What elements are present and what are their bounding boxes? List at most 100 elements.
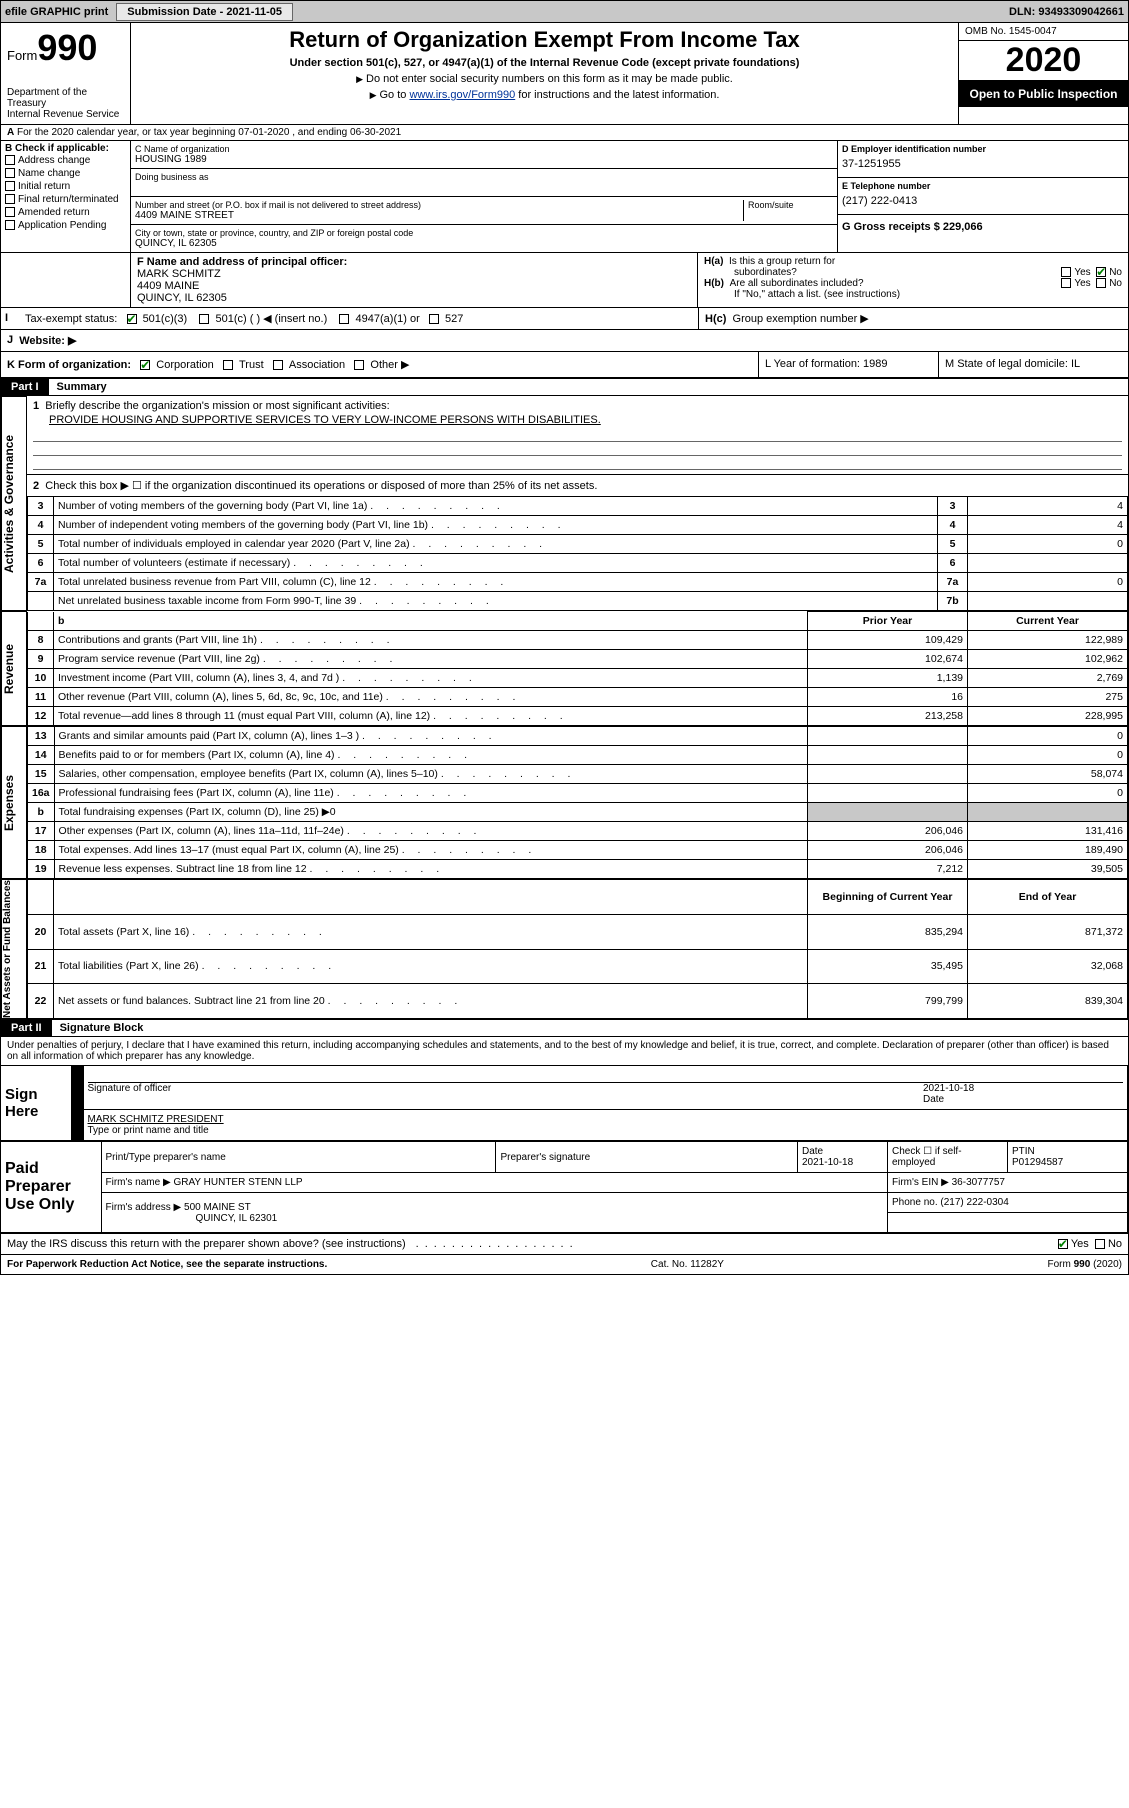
opt-501c3[interactable]: 501(c)(3): [143, 313, 188, 325]
governance-table: 3Number of voting members of the governi…: [27, 496, 1128, 611]
section-bcde: B Check if applicable: Address change Na…: [1, 141, 1128, 253]
ha2-text: subordinates?: [704, 267, 797, 278]
opt-527[interactable]: 527: [445, 313, 463, 325]
k-corp[interactable]: Corporation: [156, 359, 213, 371]
hb-yes[interactable]: Yes: [1074, 278, 1090, 289]
street-label: Number and street (or P.O. box if mail i…: [135, 200, 743, 210]
form-subtitle: Under section 501(c), 527, or 4947(a)(1)…: [135, 57, 954, 69]
mission-text: PROVIDE HOUSING AND SUPPORTIVE SERVICES …: [33, 412, 1122, 428]
perjury-text: Under penalties of perjury, I declare th…: [1, 1037, 1128, 1065]
officer-addr1: 4409 MAINE: [137, 280, 691, 292]
section-j: J Website: ▶: [1, 330, 1128, 352]
state-domicile: M State of legal domicile: IL: [938, 352, 1128, 377]
officer-print-name: MARK SCHMITZ PRESIDENT: [88, 1114, 1124, 1125]
tax-year: 2020: [959, 41, 1128, 81]
k-assoc[interactable]: Association: [289, 359, 345, 371]
col-b: B Check if applicable: Address change Na…: [1, 141, 131, 252]
discuss-yes[interactable]: Yes: [1071, 1238, 1089, 1250]
discuss-row: May the IRS discuss this return with the…: [1, 1233, 1128, 1254]
chk-pending[interactable]: Application Pending: [18, 220, 106, 231]
governance-section: Activities & Governance 1 Briefly descri…: [1, 396, 1128, 611]
line-a: A For the 2020 calendar year, or tax yea…: [1, 125, 1128, 141]
part1-header: Part I Summary: [1, 378, 1128, 396]
self-employed[interactable]: Check ☐ if self-employed: [888, 1142, 1008, 1173]
form-word: Form: [7, 48, 37, 63]
expenses-table: 13Grants and similar amounts paid (Part …: [27, 726, 1128, 879]
submission-date-button[interactable]: Submission Date - 2021-11-05: [116, 3, 293, 21]
firm-addr2: QUINCY, IL 62301: [106, 1213, 278, 1224]
chk-initial[interactable]: Initial return: [18, 181, 70, 192]
ein-label: D Employer identification number: [842, 144, 1124, 154]
form-number: Form990: [7, 27, 124, 69]
ha-no[interactable]: No: [1109, 267, 1122, 278]
irs-link[interactable]: www.irs.gov/Form990: [409, 89, 515, 101]
paid-preparer-label: Paid Preparer Use Only: [1, 1142, 101, 1233]
discuss-no[interactable]: No: [1108, 1238, 1122, 1250]
org-name: HOUSING 1989: [135, 154, 833, 165]
preparer-sig-hdr: Preparer's signature: [496, 1142, 798, 1173]
date-label: Date: [923, 1094, 944, 1105]
city-label: City or town, state or province, country…: [135, 228, 833, 238]
chk-amended[interactable]: Amended return: [18, 207, 90, 218]
dept-treasury: Department of the Treasury Internal Reve…: [7, 87, 124, 120]
gross-receipts: G Gross receipts $ 229,066: [842, 221, 983, 233]
note-ssn: Do not enter social security numbers on …: [135, 73, 954, 85]
firm-label: Firm's name ▶: [106, 1177, 171, 1188]
h-note: If "No," attach a list. (see instruction…: [704, 289, 1122, 300]
ptin: P01294587: [1012, 1157, 1063, 1168]
firm-phone: (217) 222-0304: [940, 1197, 1008, 1208]
firm-phone-label: Phone no.: [892, 1197, 938, 1208]
note-link: Go to www.irs.gov/Form990 for instructio…: [135, 89, 954, 101]
hb-no[interactable]: No: [1109, 278, 1122, 289]
phone: (217) 222-0413: [842, 191, 1124, 211]
open-public: Open to Public Inspection: [959, 81, 1128, 107]
phone-label: E Telephone number: [842, 181, 1124, 191]
k-trust[interactable]: Trust: [239, 359, 264, 371]
b-header: B Check if applicable:: [5, 143, 126, 154]
tax-year-range: For the 2020 calendar year, or tax year …: [17, 127, 401, 138]
expenses-section: Expenses 13Grants and similar amounts pa…: [1, 726, 1128, 879]
part1-title: Summary: [49, 379, 115, 395]
chk-name[interactable]: Name change: [18, 168, 80, 179]
city: QUINCY, IL 62305: [135, 238, 833, 249]
ha-yes[interactable]: Yes: [1074, 267, 1090, 278]
opt-4947[interactable]: 4947(a)(1) or: [356, 313, 420, 325]
firm-name: GRAY HUNTER STENN LLP: [173, 1177, 302, 1188]
footer-left: For Paperwork Reduction Act Notice, see …: [7, 1259, 327, 1270]
chk-final[interactable]: Final return/terminated: [18, 194, 119, 205]
footer-cat: Cat. No. 11282Y: [651, 1259, 724, 1270]
chk-address[interactable]: Address change: [18, 155, 90, 166]
year-formation: L Year of formation: 1989: [758, 352, 938, 377]
part2-badge: Part II: [1, 1020, 52, 1036]
form-header: Form990 Department of the Treasury Inter…: [1, 23, 1128, 125]
form-title: Return of Organization Exempt From Incom…: [135, 27, 954, 53]
k-label: K Form of organization:: [7, 359, 131, 371]
current-year-hdr: Current Year: [968, 612, 1128, 631]
tax-status-label: Tax-exempt status:: [25, 313, 117, 325]
sig-date: 2021-10-18: [923, 1083, 974, 1094]
netassets-table: Beginning of Current Year End of Year 20…: [27, 879, 1128, 1019]
opt-501c[interactable]: 501(c) ( ) ◀ (insert no.): [215, 313, 327, 325]
topbar: efile GRAPHIC print Submission Date - 20…: [1, 1, 1128, 23]
b-hdr: b: [58, 615, 64, 627]
firm-addr1: 500 MAINE ST: [184, 1202, 251, 1213]
hb-text: Are all subordinates included?: [730, 278, 864, 289]
form-container: efile GRAPHIC print Submission Date - 20…: [0, 0, 1129, 1275]
hc-text: Group exemption number ▶: [733, 313, 869, 325]
officer-addr2: QUINCY, IL 62305: [137, 292, 691, 304]
section-fh: F Name and address of principal officer:…: [1, 253, 1128, 308]
mission-label: Briefly describe the organization's miss…: [45, 400, 389, 412]
sign-here-table: Sign Here Signature of officer 2021-10-1…: [1, 1065, 1128, 1141]
part2-title: Signature Block: [52, 1020, 152, 1036]
netassets-section: Net Assets or Fund Balances Beginning of…: [1, 879, 1128, 1019]
dba-label: Doing business as: [135, 172, 833, 182]
bocy-hdr: Beginning of Current Year: [808, 880, 968, 915]
section-klm: K Form of organization: Corporation Trus…: [1, 352, 1128, 378]
k-other[interactable]: Other ▶: [370, 359, 409, 371]
f-label: F Name and address of principal officer:: [137, 256, 691, 268]
firm-ein-label: Firm's EIN ▶: [892, 1177, 949, 1188]
section-i: I Tax-exempt status: 501(c)(3) 501(c) ( …: [1, 308, 1128, 330]
ha-text: Is this a group return for: [729, 256, 835, 267]
ptin-label: PTIN: [1012, 1146, 1035, 1157]
expenses-label: Expenses: [1, 726, 27, 879]
